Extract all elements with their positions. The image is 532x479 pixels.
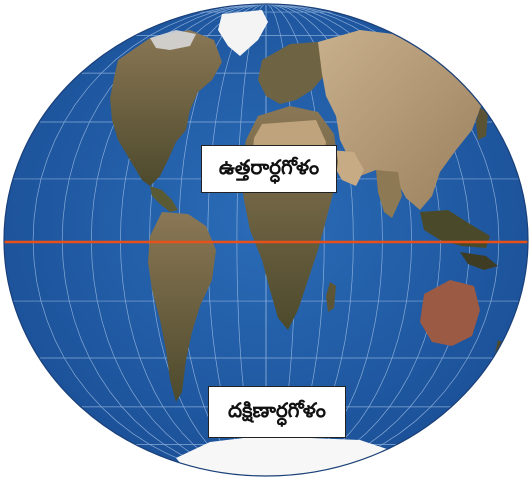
new-guinea <box>460 252 498 270</box>
south-america <box>148 212 216 402</box>
india <box>376 170 402 218</box>
madagascar <box>326 282 336 312</box>
landmasses <box>110 10 506 476</box>
greenland <box>218 10 268 56</box>
longitude-line <box>32 4 267 476</box>
japan <box>476 108 488 140</box>
southeast-asia <box>420 210 490 248</box>
northern-hemisphere-label: ఉత్తరార్ధగోళం <box>201 145 337 193</box>
north-america <box>110 30 222 186</box>
arabian-peninsula <box>330 150 364 186</box>
globe-outline <box>3 3 529 477</box>
europe <box>258 42 330 104</box>
southern-hemisphere-label: దక్షిణార్ధగోళం <box>208 386 346 438</box>
central-america <box>150 186 178 212</box>
australia <box>420 280 480 346</box>
arctic-islands <box>150 30 196 50</box>
